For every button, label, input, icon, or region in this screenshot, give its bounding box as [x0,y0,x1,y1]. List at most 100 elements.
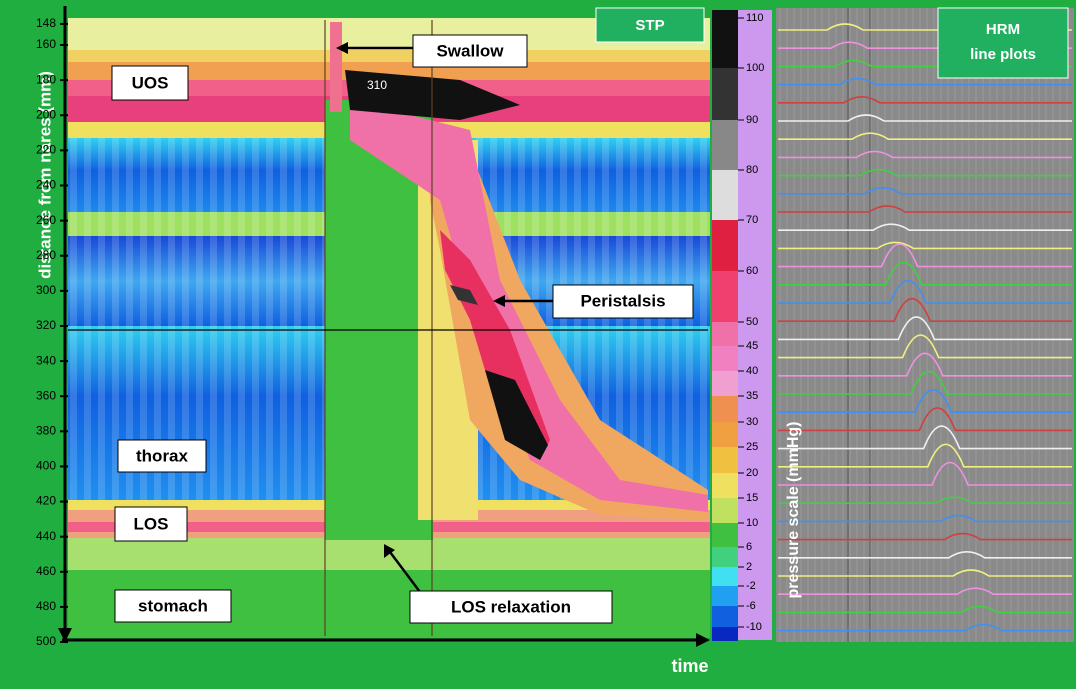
colorbar-segment [712,547,738,568]
hrm-trace [778,551,1072,559]
y-tick-label: 340 [36,353,56,367]
y-axis-label: distance from nares (mm) [35,71,54,279]
y-tick-label: 280 [36,248,56,262]
hrm-trace [778,443,1072,468]
hrm-trace [778,514,1072,523]
label-box [552,284,694,319]
y-tick-label: 380 [36,423,56,437]
hrm-trace [778,59,1072,68]
colorbar-segment [712,346,738,372]
hrm-traces [778,8,1072,642]
hrm-trace [778,23,1072,31]
colorbar-tick-label: 40 [746,365,758,377]
colorbar-tick-label: 70 [746,214,758,226]
axes [58,6,710,647]
y-tick-label: 420 [36,494,56,508]
peak-value: 310 [367,78,387,92]
colorbar-tick-label: 2 [746,561,752,573]
colorbar-segment [712,120,738,171]
swallow-label: Swallow [436,41,504,60]
colorbar-segment [712,371,738,397]
los-relaxation-label: LOS relaxation [451,597,571,616]
y-tick-label: 480 [36,599,56,613]
y-tick-label: 148 [36,16,56,30]
colorbar-segment [712,627,738,641]
colorbar-tick-label: -6 [746,600,756,612]
heatmap [68,18,710,638]
y-tick-label: 260 [36,213,56,227]
hrm-trace [778,425,1072,450]
colorbar-tick-label: 60 [746,265,758,277]
colorbar-segment [712,271,738,323]
y-tick-label: 500 [36,634,56,648]
colorbar-segment [712,18,738,69]
colorbar-segment [712,473,738,499]
y-tick-label: 240 [36,178,56,192]
colorbar-segment [712,68,738,121]
hrm-trace [778,461,1072,486]
y-ticks: 148 160 180 200 220 240 260 280 300 320 340 360 380 4… [36,16,68,648]
hrm-trace [778,205,1072,213]
los-label: LOS [134,514,169,533]
y-tick-label: 360 [36,388,56,402]
colorbar-segment [712,606,738,628]
hrm-trace [778,132,1072,140]
colorbar-segment [712,422,738,448]
hrm-trace [778,352,1072,377]
colorbar-segment [712,170,738,221]
hrm-trace [778,41,1072,49]
colorbar-tick-label: 25 [746,441,758,453]
y-tick-label: 220 [36,143,56,157]
uos-label: UOS [132,73,169,92]
hrm-trace [778,389,1072,413]
hrm-trace [778,587,1072,595]
y-tick-label: 180 [36,72,56,86]
hrm-trace [778,298,1072,322]
label-box [412,34,528,68]
hrm-trace [778,243,1072,268]
thorax-label: thorax [136,446,189,465]
colorbar-tick-label: -10 [746,621,762,633]
y-tick-label: 160 [36,37,56,51]
colorbar-tick-label: 100 [746,62,764,74]
colorbar-tick-label: 6 [746,541,752,553]
colorbar-tick-label: 80 [746,164,758,176]
hrm-trace [778,261,1072,286]
label-box [114,506,188,542]
colorbar-segment [712,447,738,474]
hrm-label: HRM [986,21,1020,38]
y-tick-label: 440 [36,529,56,543]
hrm-trace [778,187,1072,195]
colorbar-tick-label: 20 [746,467,758,479]
colorbar-tick-label: 50 [746,316,758,328]
y-tick-label: 200 [36,107,56,121]
hrm-trace [778,316,1072,341]
colorbar-segment [712,220,738,272]
label-box [409,590,613,624]
pressure-scale-label: pressure scale (mmHg) [785,422,802,599]
hrm-trace [778,114,1072,122]
colorbar-tick-label: -2 [746,580,756,592]
hrm-trace [778,168,1072,177]
colorbar-tick-label: 15 [746,492,758,504]
colorbar-tick-label: 45 [746,340,758,352]
y-tick-label: 400 [36,459,56,473]
hrm-trace [778,150,1072,159]
hrm-trace [778,334,1072,359]
hrm-trace [778,370,1072,395]
colorbar-tick-label: 10 [746,517,758,529]
colorbar-tick-label: 110 [746,12,764,24]
colorbar-segment [712,586,738,607]
x-axis-label: time [671,656,708,676]
hrm-trace [778,407,1072,432]
annotation-arrows [336,42,553,593]
hrm-trace [778,241,1072,250]
hrm-trace [778,605,1072,614]
hrm-panel [776,8,1074,642]
y-tick-label: 300 [36,283,56,297]
hrm-trace [778,496,1072,504]
colorbar-segment [712,498,738,524]
hrm-trace [778,279,1072,304]
y-tick-label: 460 [36,564,56,578]
